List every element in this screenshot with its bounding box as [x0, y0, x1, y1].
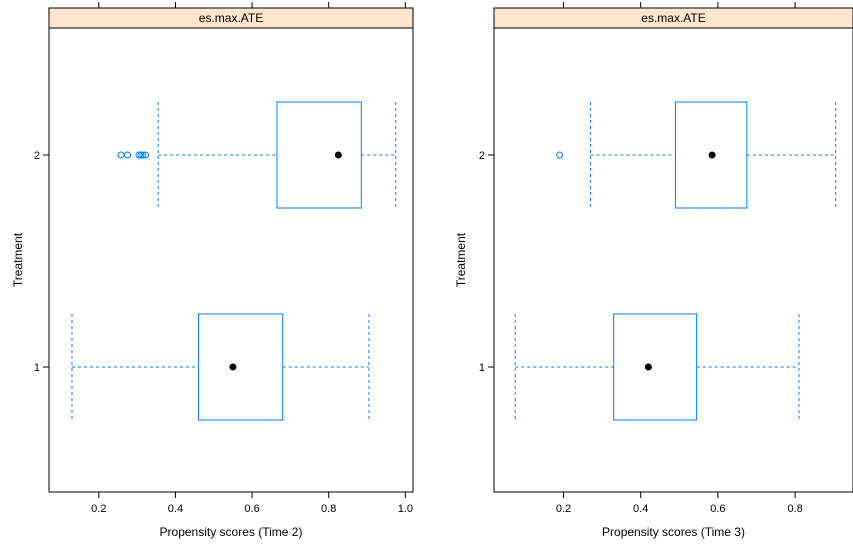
panel-2: es.max.ATE 0.2 0.4 0.6 0.8 1 2 Propensity score…: [454, 2, 853, 539]
iqr-box: [276, 101, 362, 209]
outlier-point: [139, 151, 147, 159]
y-axis-label: Treatment: [454, 232, 468, 287]
box-group-1: [71, 313, 370, 421]
iqr-box: [197, 313, 284, 421]
x-tick-label: 0.2: [556, 503, 571, 515]
outlier-point: [142, 151, 150, 159]
median-dot: [708, 151, 716, 159]
x-tick-label: 0.4: [168, 503, 183, 515]
outlier-point: [135, 151, 143, 159]
plot-frame: [493, 27, 853, 493]
median-dot: [229, 363, 237, 371]
plot-frame: [48, 27, 414, 493]
outlier-point: [117, 151, 125, 159]
outlier-point: [556, 151, 564, 159]
median-dot: [334, 151, 342, 159]
x-tick-label: 0.6: [244, 503, 259, 515]
outlier-point: [137, 151, 145, 159]
strip-label: es.max.ATE: [641, 11, 705, 25]
x-axis-label: Propensity scores (Time 2): [160, 525, 303, 539]
strip-label: es.max.ATE: [199, 11, 263, 25]
x-tick-label: 0.6: [710, 503, 725, 515]
outlier-point: [124, 151, 132, 159]
box-group-1: [514, 313, 800, 421]
x-axis-label: Propensity scores (Time 3): [602, 525, 745, 539]
y-tick-label: 1: [479, 362, 485, 374]
x-tick-label: 0.2: [91, 503, 106, 515]
box-group-2: [556, 101, 837, 209]
y-tick-label: 1: [34, 362, 40, 374]
x-tick-label: 0.8: [787, 503, 802, 515]
y-axis-label: Treatment: [11, 232, 25, 287]
x-tick-label: 0.8: [321, 503, 336, 515]
y-tick-label: 2: [479, 150, 485, 162]
x-tick-label: 0.4: [633, 503, 648, 515]
y-tick-label: 2: [34, 150, 40, 162]
x-tick-label: 1.0: [398, 503, 413, 515]
box-group-2: [117, 101, 397, 209]
iqr-box: [613, 313, 698, 421]
panel-1: es.max.ATE 0.2 0.4 0.6 0.8 1.0 1 2 Propensity sc…: [11, 2, 414, 539]
iqr-box: [674, 101, 748, 209]
median-dot: [644, 363, 652, 371]
